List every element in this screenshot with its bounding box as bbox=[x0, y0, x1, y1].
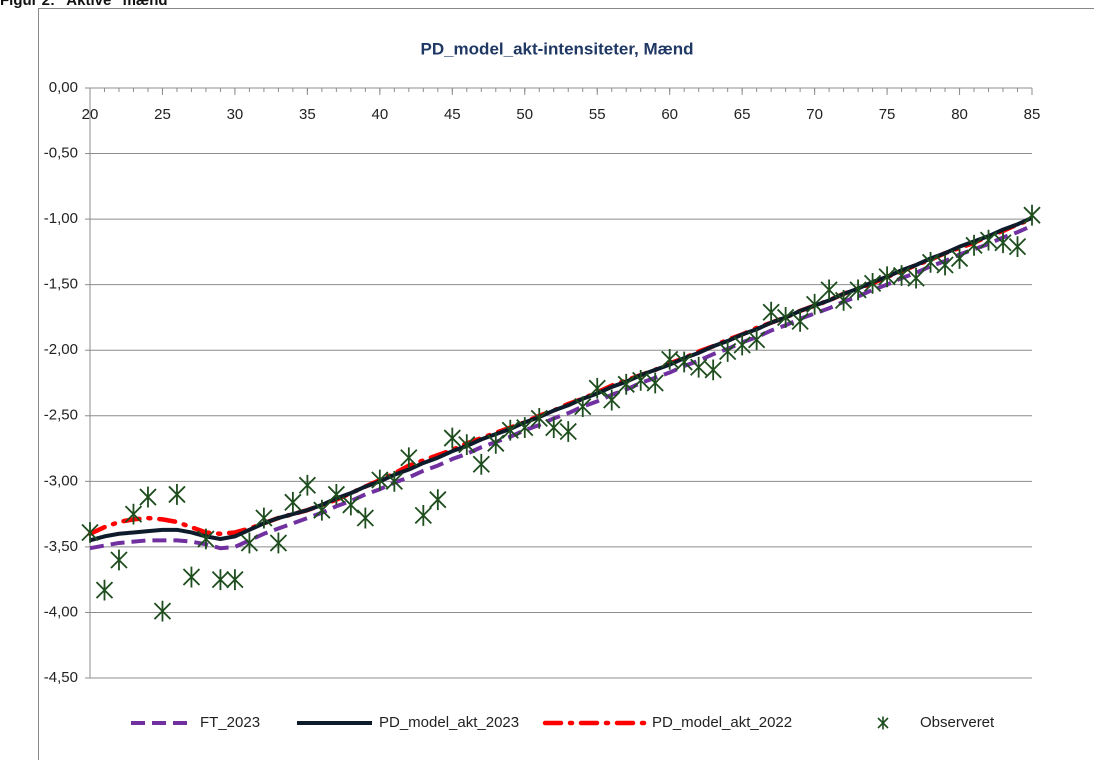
observed-marker bbox=[400, 447, 418, 469]
observed-marker bbox=[197, 528, 215, 550]
x-tick-label: 70 bbox=[806, 106, 823, 123]
observed-marker bbox=[878, 266, 896, 288]
x-tick-label: 60 bbox=[661, 106, 678, 123]
observed-marker bbox=[429, 489, 447, 511]
observed-marker bbox=[139, 486, 157, 508]
observed-marker bbox=[820, 279, 838, 301]
observed-marker bbox=[501, 419, 519, 441]
observed-marker bbox=[588, 377, 606, 399]
observed-marker bbox=[110, 549, 128, 571]
x-tick-label: 25 bbox=[154, 106, 171, 123]
observed-marker bbox=[284, 491, 302, 513]
observed-marker bbox=[950, 248, 969, 269]
observed-marker bbox=[414, 505, 432, 526]
legend-label: Observeret bbox=[920, 714, 995, 731]
observed-marker bbox=[646, 372, 664, 394]
observed-marker bbox=[371, 469, 389, 491]
observed-marker bbox=[240, 532, 259, 554]
observed-marker bbox=[487, 432, 505, 454]
observed-marker bbox=[863, 272, 882, 294]
observed-marker bbox=[849, 279, 867, 301]
observed-marker bbox=[95, 579, 114, 601]
observed-marker bbox=[298, 474, 317, 496]
x-tick-label: 40 bbox=[372, 106, 389, 123]
chart-frame bbox=[38, 8, 1094, 760]
x-tick-label: 35 bbox=[299, 106, 316, 123]
legend-label: FT_2023 bbox=[200, 714, 260, 731]
observed-marker bbox=[168, 484, 186, 505]
x-tick-label: 65 bbox=[734, 106, 751, 123]
x-tick-label: 30 bbox=[227, 106, 244, 123]
observed-marker bbox=[545, 417, 563, 438]
observed-marker bbox=[385, 470, 403, 492]
observed-marker bbox=[965, 234, 983, 256]
y-tick-label: -1,50 bbox=[44, 276, 78, 293]
observed-marker bbox=[936, 254, 954, 276]
y-tick-label: 0,00 bbox=[49, 79, 78, 96]
observed-marker bbox=[226, 569, 244, 591]
chart-title: PD_model_akt-intensiteter, Mænd bbox=[420, 39, 693, 58]
observed-marker bbox=[994, 232, 1012, 254]
y-tick-label: -3,00 bbox=[44, 472, 78, 489]
observed-marker bbox=[443, 427, 461, 449]
observed-marker bbox=[472, 453, 490, 475]
observed-marker bbox=[733, 334, 751, 356]
observed-marker bbox=[559, 421, 577, 442]
observed-marker bbox=[153, 600, 172, 622]
observed-marker bbox=[748, 329, 766, 351]
y-tick-label: -2,50 bbox=[44, 407, 78, 424]
observed-marker bbox=[776, 307, 795, 328]
observed-marker bbox=[791, 310, 809, 332]
observed-marker bbox=[675, 351, 693, 373]
x-tick-label: 20 bbox=[82, 106, 99, 123]
y-tick-label: -4,00 bbox=[44, 603, 78, 620]
y-tick-label: -3,50 bbox=[44, 538, 78, 555]
x-tick-label: 55 bbox=[589, 106, 606, 123]
observed-marker bbox=[313, 499, 331, 521]
observed-marker bbox=[269, 532, 288, 554]
observed-marker bbox=[762, 301, 780, 323]
x-tick-label: 75 bbox=[879, 106, 896, 123]
observed-marker bbox=[632, 369, 650, 391]
observed-marker bbox=[1023, 204, 1041, 226]
observed-marker bbox=[1008, 236, 1027, 258]
observed-marker bbox=[719, 341, 737, 362]
observed-marker bbox=[603, 389, 621, 411]
figure-title: Figur 2: "Aktive" mænd bbox=[0, 0, 168, 9]
observed-marker bbox=[805, 293, 824, 315]
observed-marker bbox=[661, 349, 679, 370]
y-tick-label: -4,50 bbox=[44, 669, 78, 686]
observed-marker bbox=[516, 417, 534, 438]
x-tick-label: 80 bbox=[951, 106, 968, 123]
legend-label: PD_model_akt_2023 bbox=[379, 714, 519, 731]
legend-label: PD_model_akt_2022 bbox=[652, 714, 792, 731]
observed-marker bbox=[255, 507, 273, 529]
x-tick-label: 50 bbox=[516, 106, 533, 123]
observed-marker bbox=[211, 569, 230, 591]
y-tick-label: -0,50 bbox=[44, 145, 78, 162]
observed-marker bbox=[834, 290, 853, 311]
observed-marker bbox=[124, 503, 143, 525]
observed-marker bbox=[182, 566, 201, 588]
observed-marker bbox=[342, 494, 360, 516]
x-tick-label: 85 bbox=[1024, 106, 1041, 123]
x-tick-label: 45 bbox=[444, 106, 461, 123]
y-tick-label: -1,00 bbox=[44, 210, 78, 227]
observed-marker bbox=[907, 267, 925, 289]
legend-marker bbox=[877, 716, 889, 730]
observed-marker bbox=[892, 265, 911, 286]
observed-marker bbox=[356, 507, 374, 529]
observed-marker bbox=[690, 356, 708, 378]
observed-marker bbox=[81, 522, 99, 543]
observed-marker bbox=[327, 484, 346, 505]
observed-marker bbox=[574, 396, 592, 417]
y-tick-label: -2,00 bbox=[44, 341, 78, 358]
observed-marker bbox=[458, 434, 476, 456]
observed-marker bbox=[979, 229, 998, 251]
observed-marker bbox=[617, 373, 635, 395]
observed-marker bbox=[704, 359, 722, 381]
observed-marker bbox=[921, 251, 940, 273]
observed-marker bbox=[530, 408, 548, 429]
